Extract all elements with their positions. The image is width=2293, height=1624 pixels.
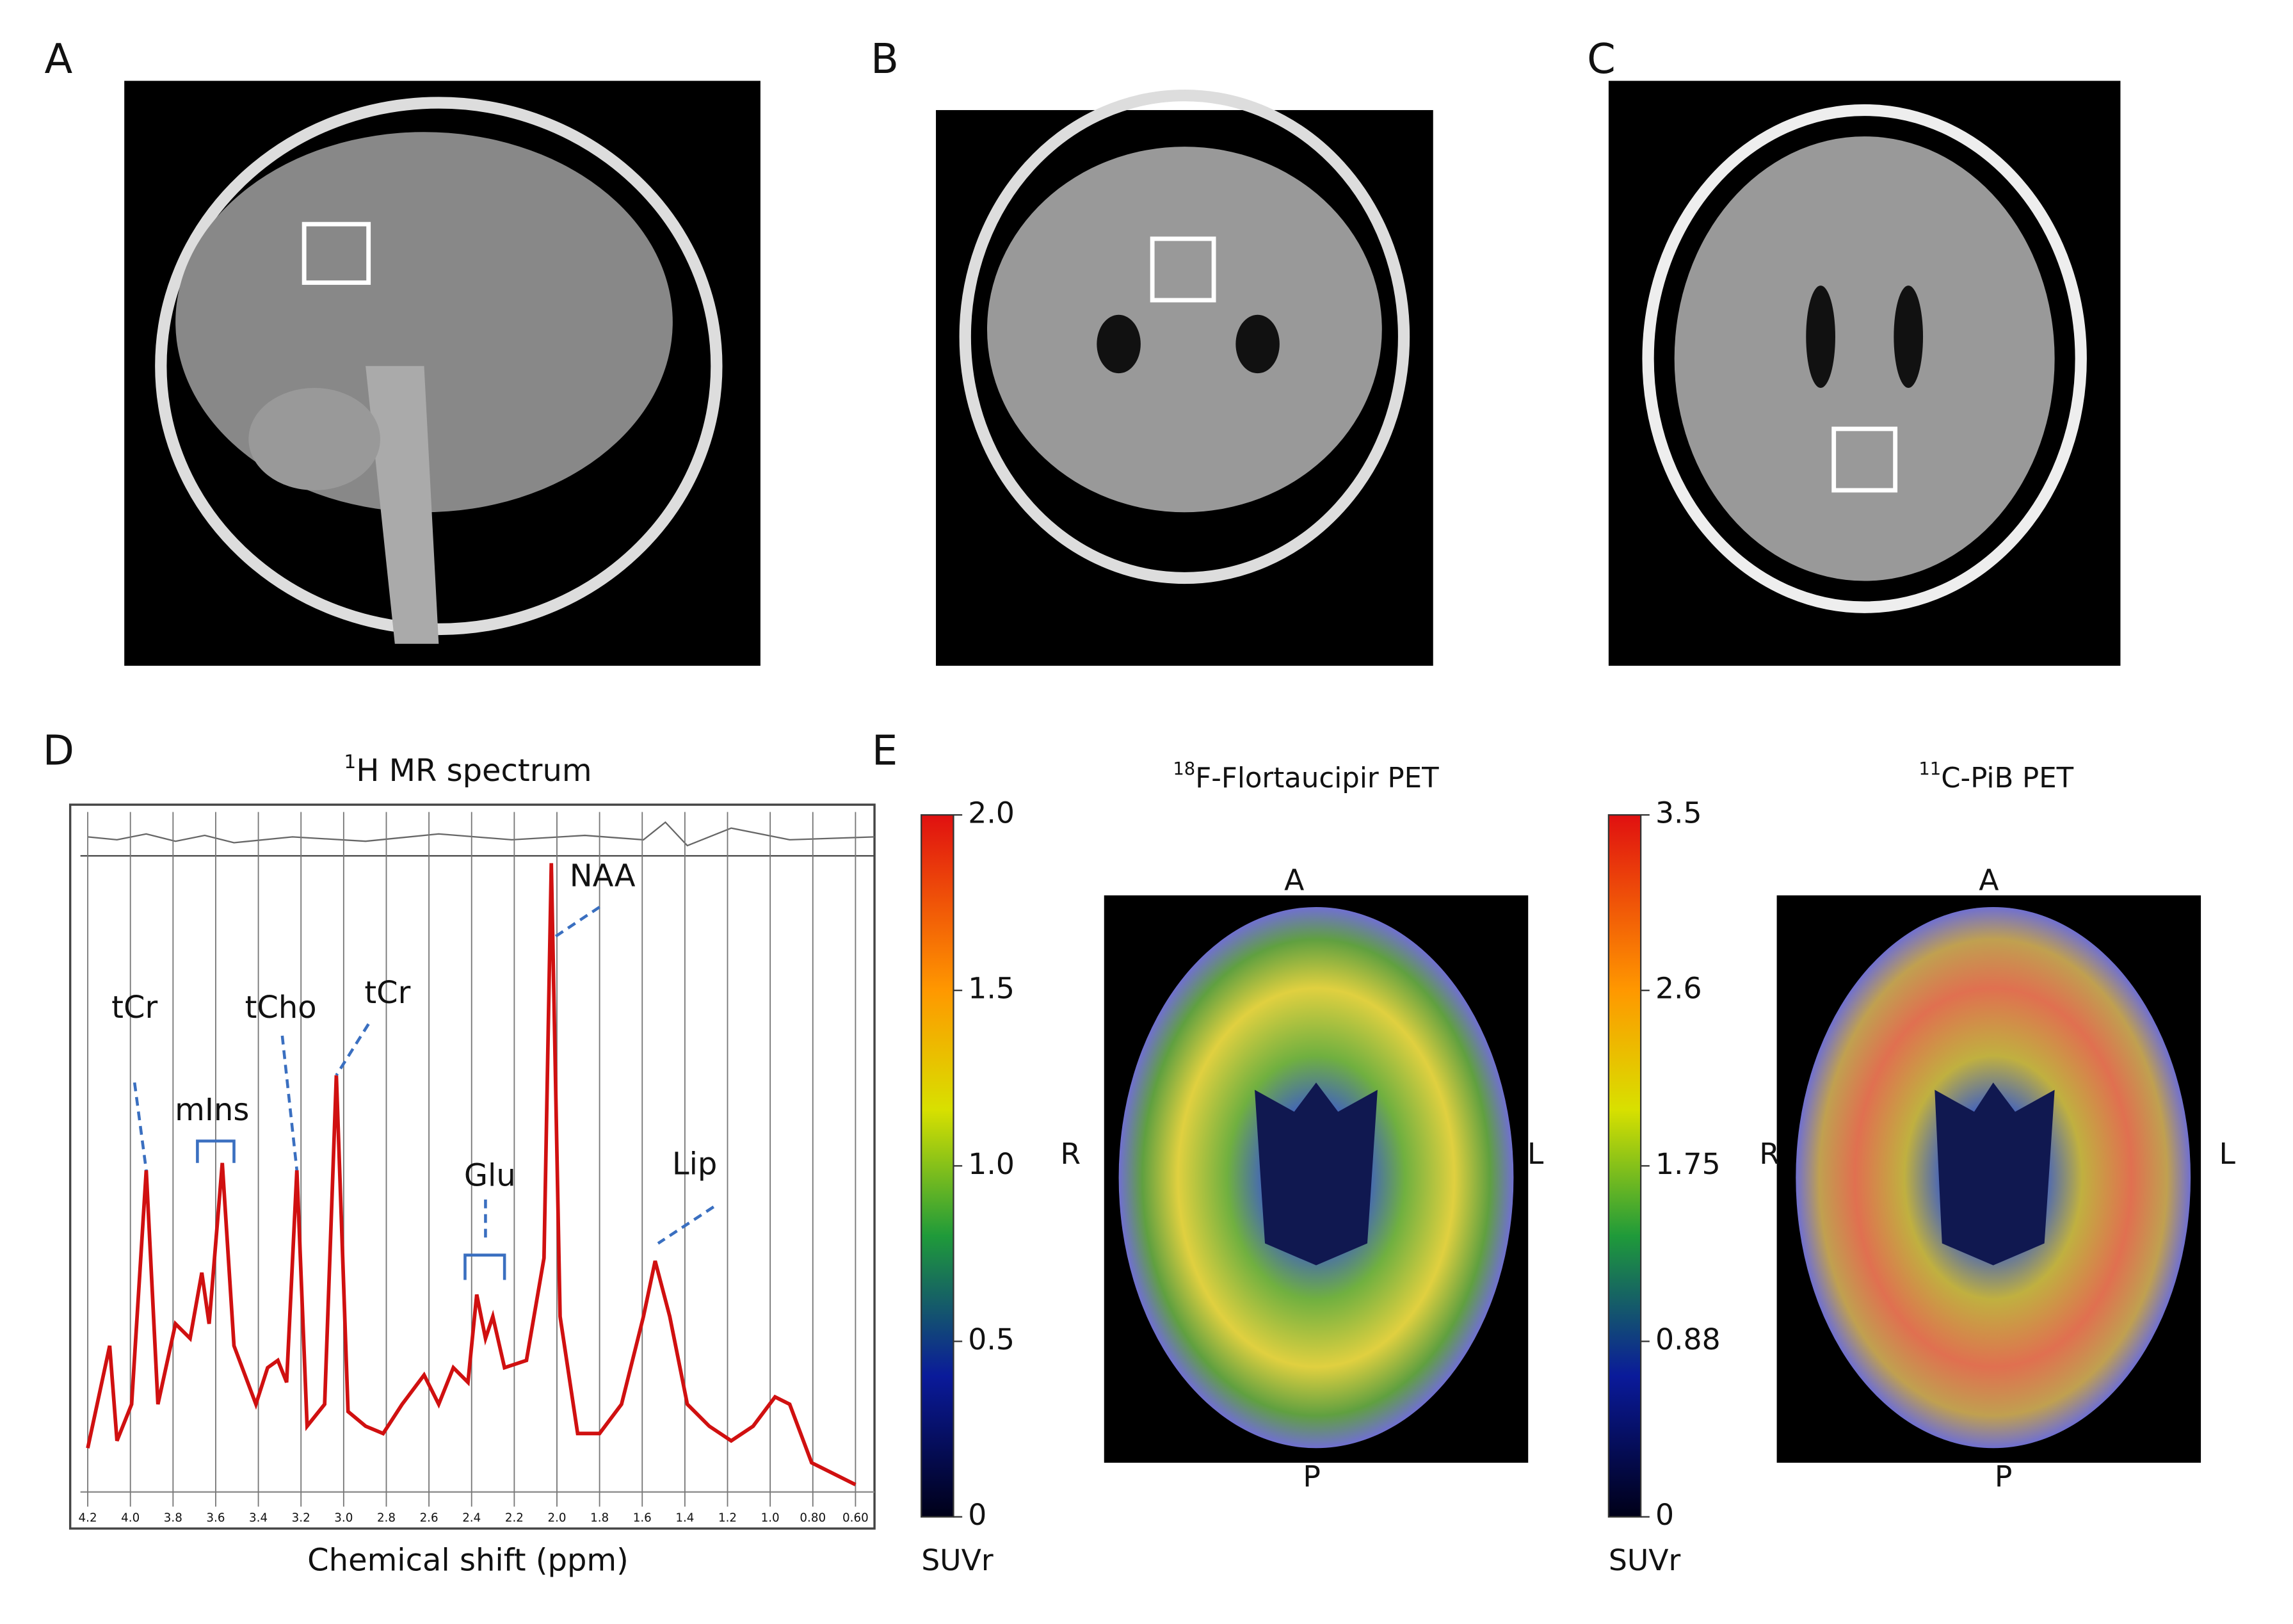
x-tick-label: 3.2 [292, 1511, 310, 1525]
colorbar-tick-label: 0 [1655, 1498, 1674, 1532]
x-tick-label: 3.0 [334, 1511, 353, 1525]
x-tick-label: 1.8 [590, 1511, 609, 1525]
skull [155, 97, 723, 636]
colorbar-tick-label: 1.5 [968, 972, 1015, 1006]
orientation-label: R [1060, 1137, 1081, 1171]
peak-label: Glu [464, 1158, 516, 1194]
colorbar-tick-label: 0.5 [968, 1323, 1015, 1356]
peak-label: tCr [111, 990, 157, 1025]
ventricle [1235, 314, 1280, 374]
x-tick-label: 2.8 [377, 1511, 396, 1525]
peak-label: tCho [245, 990, 317, 1025]
x-tick-label: 1.2 [718, 1511, 737, 1525]
x-axis-label: Chemical shift (ppm) [307, 1542, 629, 1578]
colorbar-tick-label: 2.6 [1655, 972, 1702, 1006]
brainstem [366, 366, 439, 644]
roi-box [302, 221, 371, 285]
colorbar-tick-label: 3.5 [1655, 796, 1702, 830]
x-tick-label: 3.6 [206, 1511, 225, 1525]
panel-label: E [872, 728, 897, 775]
title-text: F-Flortaucipir PET [1195, 762, 1439, 794]
x-tick-label: 3.8 [164, 1511, 182, 1525]
leader [133, 1082, 148, 1171]
x-tick-label: 4.2 [79, 1511, 97, 1525]
orientation-label: P [1303, 1460, 1321, 1494]
superscript: 1 [344, 750, 356, 773]
colorbar-tick-label: 1.0 [968, 1147, 1015, 1181]
orientation-label: A [1979, 864, 1999, 897]
title-text: H MR spectrum [356, 753, 591, 789]
colorbar-tick-label: 2.0 [968, 796, 1015, 830]
x-tick-label: 0.60 [842, 1511, 869, 1525]
roi-box [1831, 426, 1898, 493]
peak-leaders [133, 906, 715, 1245]
x-tick-label: 2.6 [420, 1511, 438, 1525]
leader [335, 1023, 370, 1076]
title-text: C-PiB PET [1941, 762, 2073, 794]
pet-title: 18F-Flortaucipir PET [1173, 759, 1439, 794]
x-tick-label: 4.0 [121, 1511, 140, 1525]
bracket [196, 1139, 236, 1163]
ventricles [1255, 1082, 1378, 1266]
ventricle [1097, 314, 1141, 374]
x-tick-label: 2.4 [462, 1511, 481, 1525]
colorbar [921, 814, 954, 1518]
spectrum-fit [86, 863, 857, 1486]
x-tick-label: 2.0 [547, 1511, 566, 1525]
superscript: 18 [1173, 759, 1195, 779]
panel-label: A [45, 36, 73, 83]
ventricle [1894, 285, 1924, 389]
orientation-label: P [1995, 1460, 2013, 1494]
peak-label: mIns [175, 1092, 249, 1128]
x-tick-label: 2.2 [505, 1511, 524, 1525]
colorbar [1607, 814, 1642, 1518]
peak-label: Lip [672, 1146, 718, 1182]
colorbar-unit: SUVr [921, 1543, 994, 1577]
skull [1642, 104, 2087, 613]
colorbar-tick-label: 0.88 [1655, 1323, 1721, 1356]
pet-title: 11C-PiB PET [1919, 759, 2073, 794]
spectrum-frame [68, 803, 876, 1530]
ventricle [1806, 285, 1835, 389]
x-tick-label: 1.6 [633, 1511, 652, 1525]
colorbar-tick-label: 0 [968, 1498, 986, 1532]
brain [986, 147, 1382, 513]
peak-label: tCr [364, 975, 410, 1011]
orientation-label: L [1527, 1137, 1544, 1171]
orientation-label: L [2219, 1137, 2235, 1171]
leader [554, 906, 600, 938]
spectrum-title: 1H MR spectrum [344, 750, 591, 788]
x-tick-label: 1.4 [675, 1511, 694, 1525]
colorbar-unit: SUVr [1609, 1543, 1681, 1577]
x-tick-label: 0.80 [800, 1511, 826, 1525]
cerebellum [248, 388, 380, 490]
superscript: 11 [1919, 759, 1941, 779]
peak-label: NAA [570, 858, 636, 894]
skull [959, 89, 1410, 584]
leader [657, 1205, 715, 1245]
residual [87, 821, 875, 847]
x-tick-label: 3.4 [249, 1511, 268, 1525]
panel-label: B [871, 36, 899, 83]
orientation-label: A [1284, 864, 1304, 897]
colorbar-tick-label: 1.75 [1655, 1147, 1721, 1181]
x-tick-label: 1.0 [761, 1511, 780, 1525]
leader [280, 1035, 299, 1171]
panel-label: C [1587, 36, 1616, 83]
ventricles [1935, 1082, 2055, 1266]
brain [1674, 136, 2055, 581]
panel-label: D [43, 728, 74, 775]
orientation-label: R [1759, 1137, 1780, 1171]
bracket [463, 1253, 506, 1280]
roi-box [1150, 236, 1216, 303]
